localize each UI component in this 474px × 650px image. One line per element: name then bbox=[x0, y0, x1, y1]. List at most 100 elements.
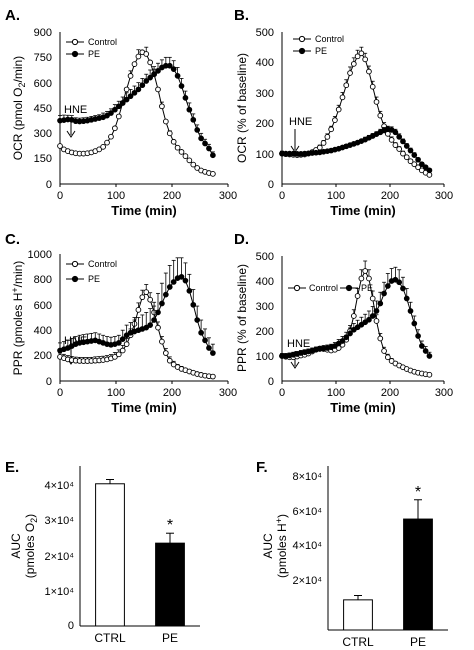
x-axis-label: Time (min) bbox=[330, 400, 396, 415]
data-point bbox=[190, 116, 197, 123]
data-point bbox=[328, 126, 334, 133]
x-axis-label: Time (min) bbox=[111, 400, 177, 415]
y-tick-label: 0 bbox=[268, 179, 274, 191]
data-point bbox=[347, 70, 353, 76]
data-point bbox=[426, 371, 433, 378]
data-point bbox=[182, 95, 189, 101]
x-tick-label: 300 bbox=[219, 190, 237, 202]
y-tick-label: 0 bbox=[68, 620, 74, 632]
data-point bbox=[396, 134, 403, 140]
y-tick-label: 750 bbox=[34, 52, 52, 64]
data-point bbox=[108, 133, 114, 140]
data-point bbox=[426, 172, 433, 178]
panel-label: C. bbox=[5, 231, 20, 248]
data-point bbox=[411, 320, 418, 327]
y-axis-label-line2: (pmoles O2) bbox=[23, 514, 39, 578]
panel-d: D. 0 100 200 300 400 500 0 100 200 300 T… bbox=[234, 231, 453, 415]
data-point bbox=[170, 361, 177, 368]
data-point bbox=[159, 300, 165, 307]
plot-area bbox=[57, 46, 229, 187]
panel-b: B. 0 100 200 300 400 500 0 100 200 300 T… bbox=[234, 7, 453, 218]
data-point bbox=[407, 147, 414, 154]
data-point bbox=[403, 143, 410, 149]
data-point bbox=[392, 142, 399, 148]
data-point bbox=[143, 51, 150, 57]
data-point bbox=[147, 74, 154, 81]
data-point bbox=[182, 153, 189, 159]
legend: Control PE bbox=[66, 259, 117, 284]
data-point bbox=[119, 336, 126, 342]
data-point bbox=[155, 86, 161, 93]
y-tick-label: 200 bbox=[34, 350, 52, 362]
series-line-pe bbox=[282, 128, 430, 171]
data-point bbox=[135, 53, 142, 60]
data-point bbox=[396, 279, 403, 286]
data-point bbox=[415, 156, 421, 163]
x-axis-label: Time (min) bbox=[111, 203, 177, 218]
data-point bbox=[324, 134, 331, 140]
data-point bbox=[178, 149, 185, 155]
data-point bbox=[206, 145, 212, 152]
data-point bbox=[350, 326, 357, 333]
data-point bbox=[369, 295, 376, 302]
hne-annotation: HNE bbox=[289, 116, 312, 153]
y-tick-label: 0 bbox=[46, 376, 52, 388]
y-tick-label: 200 bbox=[256, 118, 274, 130]
legend-marker-control bbox=[298, 35, 306, 43]
plot-area bbox=[279, 260, 445, 384]
data-point bbox=[415, 333, 421, 339]
data-point bbox=[147, 296, 154, 303]
data-point bbox=[369, 313, 376, 319]
series-pe bbox=[279, 125, 433, 174]
data-point bbox=[155, 324, 161, 331]
data-point bbox=[182, 277, 189, 284]
data-point bbox=[162, 291, 169, 298]
y-tick-label: 400 bbox=[34, 325, 52, 337]
data-point bbox=[422, 348, 429, 354]
data-point bbox=[159, 103, 165, 110]
data-point bbox=[369, 83, 376, 90]
x-tick-label: 200 bbox=[381, 387, 399, 399]
data-point bbox=[403, 295, 410, 302]
x-tick-label: 100 bbox=[107, 387, 125, 399]
legend-marker-pe bbox=[71, 50, 79, 58]
y-tick-label: 100 bbox=[256, 149, 274, 161]
data-point bbox=[392, 276, 399, 283]
y-tick-label: 400 bbox=[256, 57, 274, 69]
y-tick-label: 450 bbox=[34, 103, 52, 115]
legend-label-pe: PE bbox=[315, 46, 327, 56]
x-tick-label: 100 bbox=[327, 190, 345, 202]
data-point bbox=[354, 53, 361, 60]
data-point bbox=[335, 340, 342, 347]
bar-ctrl bbox=[95, 483, 125, 627]
data-point bbox=[422, 164, 429, 171]
bar-pe bbox=[403, 518, 433, 631]
y-tick-label: 900 bbox=[34, 27, 52, 39]
panel-f: F. 2×10⁴ 4×10⁴ 6×10⁴ 8×10⁴ AUC (pmoles H… bbox=[256, 459, 448, 649]
data-point bbox=[426, 353, 433, 359]
data-point bbox=[174, 144, 181, 151]
data-point bbox=[115, 113, 122, 120]
data-point bbox=[377, 300, 384, 307]
data-point bbox=[159, 338, 165, 345]
annotation-label: HNE bbox=[287, 338, 310, 350]
data-point bbox=[170, 279, 177, 285]
data-point bbox=[131, 61, 138, 67]
data-point bbox=[151, 71, 157, 78]
data-point bbox=[381, 290, 387, 297]
data-point bbox=[419, 343, 425, 349]
x-tick-labels: 0 100 200 300 bbox=[57, 387, 237, 399]
y-tick-label: 100 bbox=[256, 351, 274, 363]
x-tick-label: 200 bbox=[163, 190, 181, 202]
x-tick-label: 100 bbox=[107, 190, 125, 202]
data-point bbox=[162, 118, 169, 125]
y-tick-label: 4×10⁴ bbox=[44, 480, 74, 492]
data-point bbox=[396, 146, 403, 152]
data-point bbox=[358, 321, 365, 328]
data-point bbox=[415, 164, 421, 171]
series-pe bbox=[279, 266, 433, 359]
y-tick-label: 200 bbox=[256, 326, 274, 338]
significance-marker: * bbox=[167, 517, 173, 534]
data-point bbox=[400, 138, 406, 145]
data-point bbox=[119, 100, 126, 106]
